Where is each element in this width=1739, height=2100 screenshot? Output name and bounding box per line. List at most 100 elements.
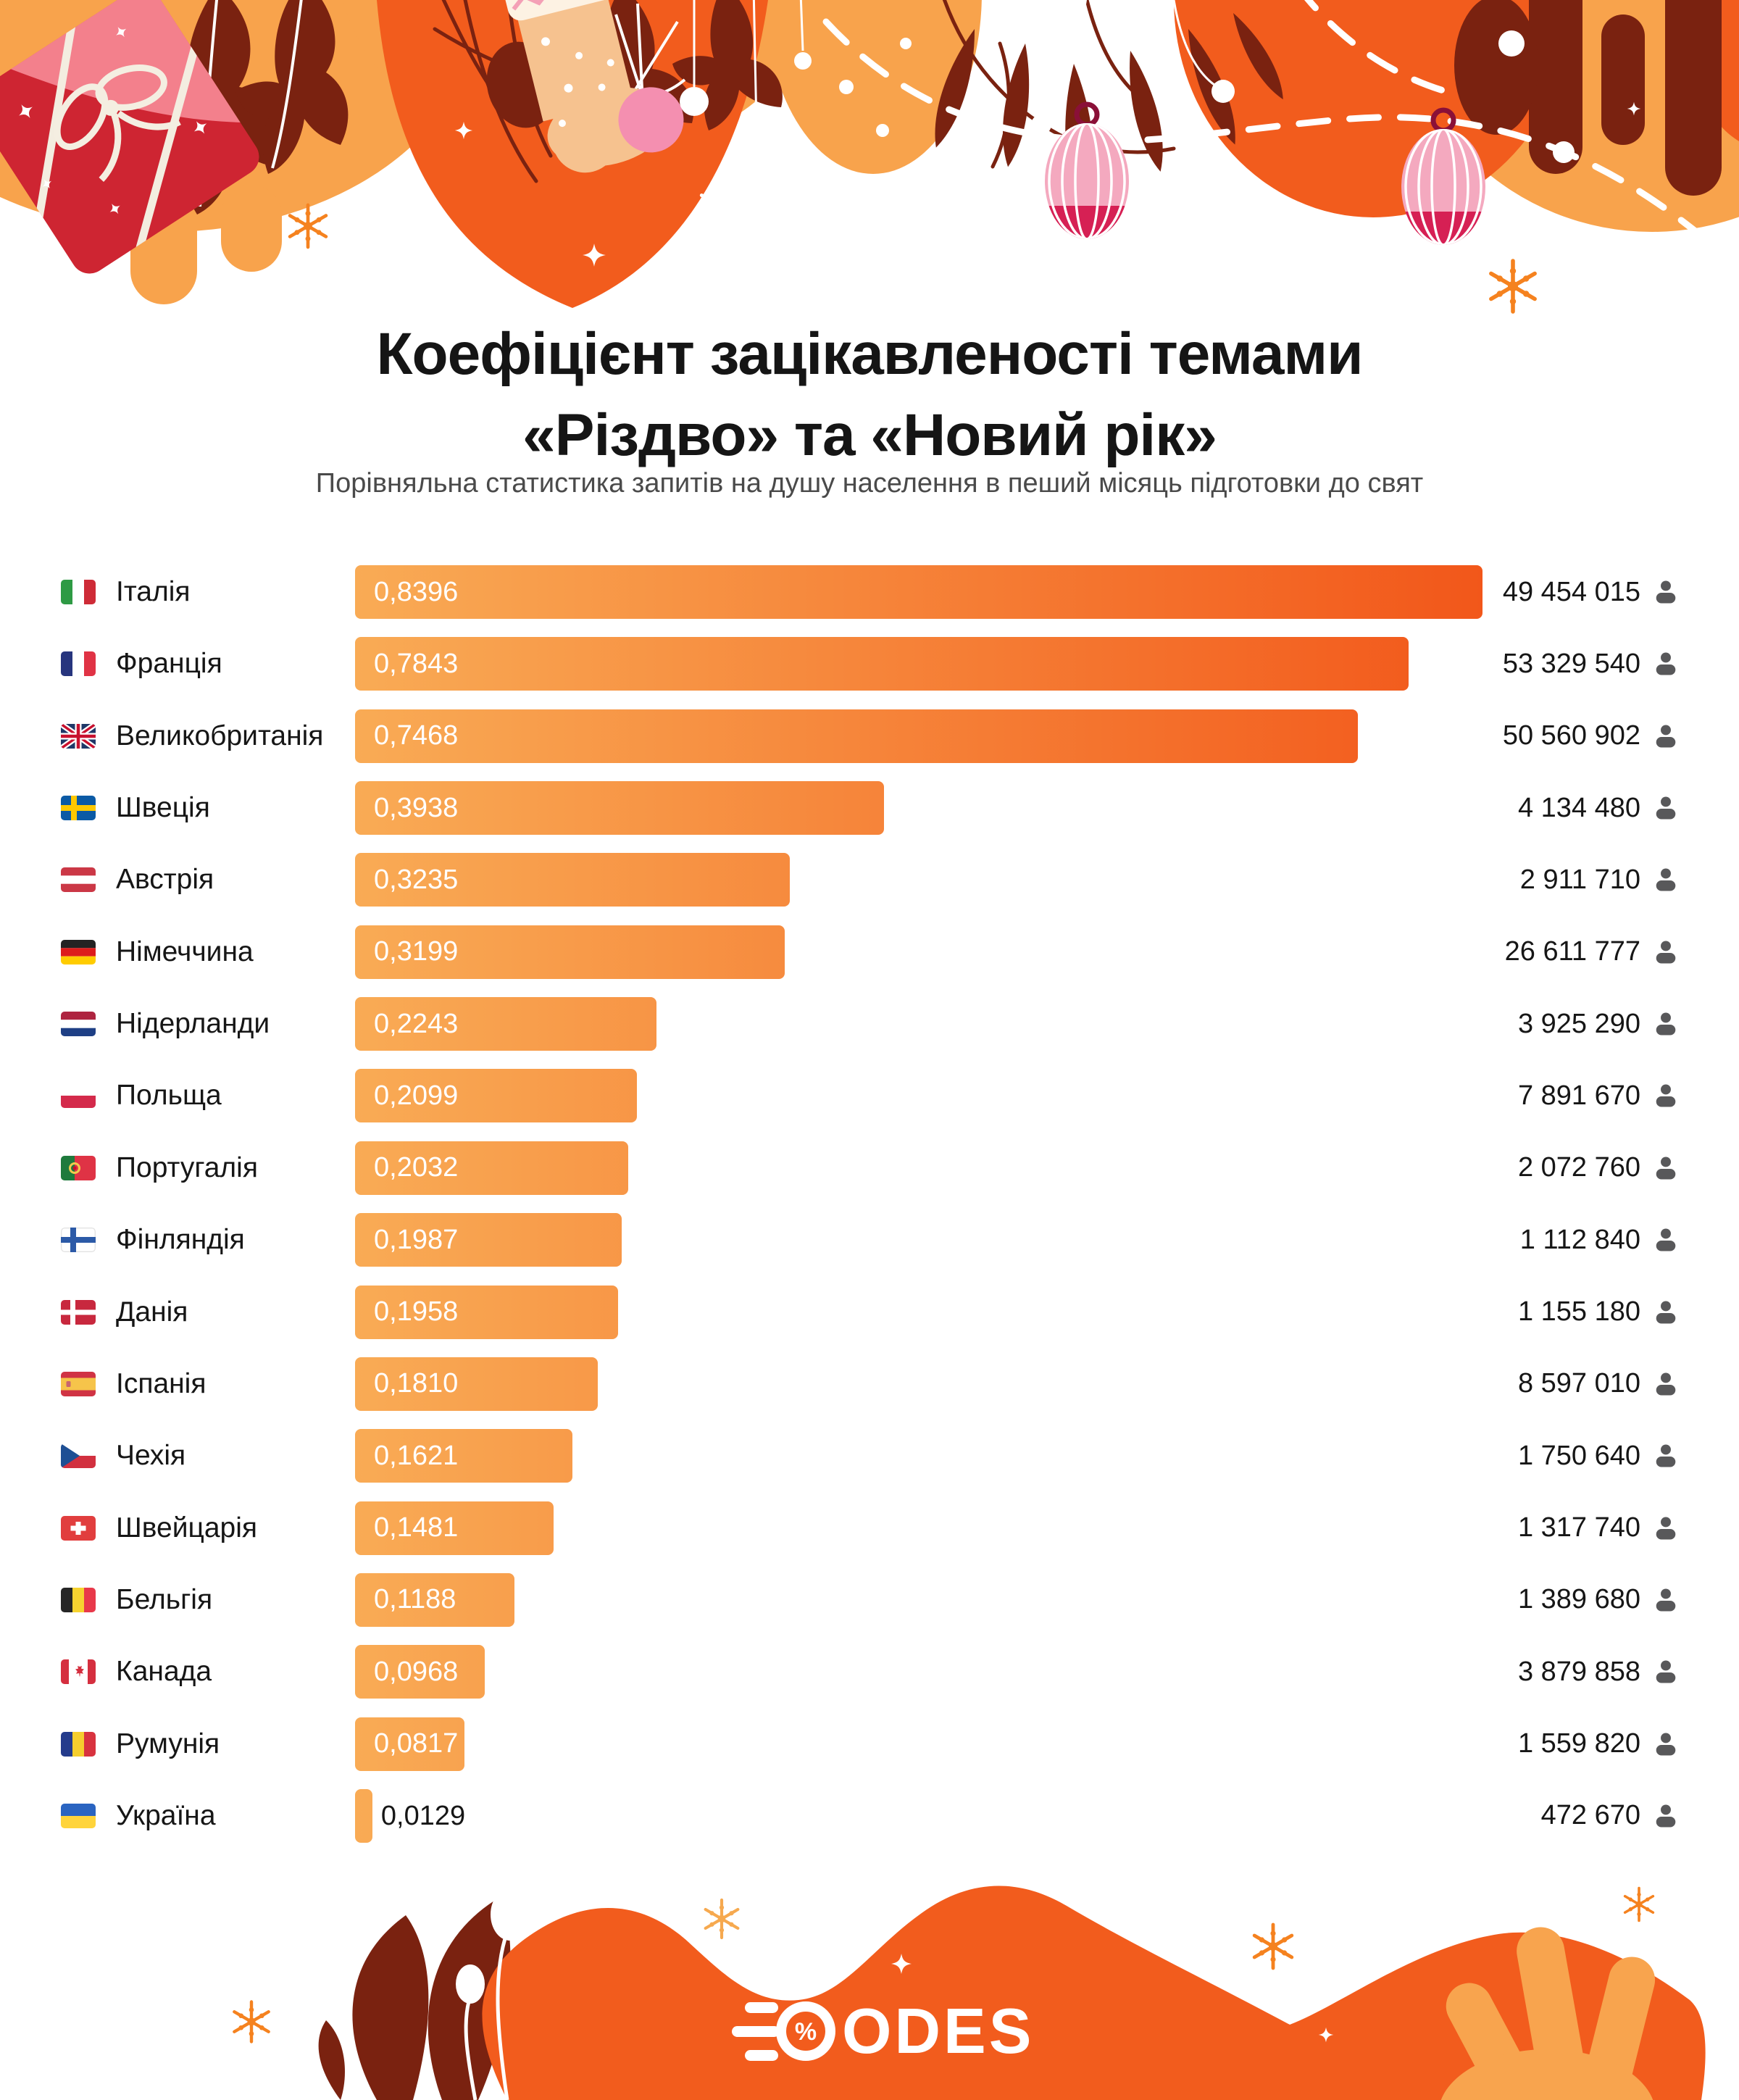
population-value: 53 329 540	[1502, 648, 1640, 679]
population-cell: 26 611 777	[1505, 925, 1688, 979]
person-icon	[1652, 866, 1680, 893]
logo-speed-lines	[732, 2002, 780, 2061]
ca-flag-icon	[61, 1659, 96, 1685]
de-flag-icon	[61, 939, 96, 964]
population-value: 2 911 710	[1519, 864, 1640, 895]
logo-percent: %	[795, 2018, 817, 2046]
sprig-icon	[456, 1888, 530, 2100]
value-bar: 0,1987	[355, 1213, 622, 1267]
population-cell: 7 891 670	[1518, 1069, 1688, 1122]
value-bar: 0,1188	[355, 1572, 515, 1627]
person-icon	[1652, 1658, 1680, 1686]
bar-value-label: 0,3199	[374, 936, 459, 967]
page-title: Коефіцієнт зацікавленості темами «Різдво…	[0, 314, 1739, 476]
snowflake-icon	[1254, 1925, 1292, 1968]
bar-value-label: 0,3235	[374, 864, 459, 895]
country-label: Великобританія	[116, 720, 324, 751]
chart-row: Україна 0,0129 472 670	[61, 1788, 1688, 1843]
it-flag-icon	[61, 580, 96, 604]
population-cell: 3 925 290	[1518, 997, 1688, 1051]
person-icon	[1652, 722, 1680, 750]
person-icon	[1652, 1730, 1680, 1758]
be-flag-icon	[61, 1587, 96, 1612]
at-flag-icon	[61, 867, 96, 893]
country-label: Німеччина	[116, 936, 254, 967]
se-flag-icon	[61, 796, 96, 821]
chart-row: Польща 0,2099 7 891 670	[61, 1069, 1688, 1123]
population-cell: 1 155 180	[1518, 1286, 1688, 1339]
bar-value-label: 0,1958	[374, 1296, 459, 1327]
population-cell: 1 750 640	[1518, 1429, 1688, 1483]
chart-row: Швейцарія 0,1481 1 317 740	[61, 1501, 1688, 1555]
population-value: 1 750 640	[1517, 1440, 1640, 1471]
footer-splash	[1440, 1927, 1656, 2100]
value-bar: 0,7468	[355, 709, 1359, 763]
person-icon	[1652, 1442, 1680, 1470]
snowflake-icon	[1623, 1886, 1655, 1922]
value-bar: 0,1481	[355, 1501, 554, 1555]
value-bar: 0,1810	[355, 1357, 599, 1411]
value-bar: 0,1621	[355, 1429, 573, 1483]
population-cell: 1 112 840	[1520, 1213, 1688, 1267]
population-value: 7 891 670	[1517, 1080, 1640, 1111]
person-icon	[1652, 1082, 1680, 1109]
country-label: Португалія	[116, 1151, 258, 1183]
country-label: Нідерланди	[116, 1008, 270, 1040]
bar-value-label: 0,0968	[374, 1656, 459, 1687]
population-value: 1 389 680	[1517, 1584, 1640, 1615]
country-label: Австрія	[116, 864, 214, 896]
person-icon	[1652, 1154, 1680, 1182]
gift-icon	[0, 0, 267, 277]
population-cell: 472 670	[1541, 1789, 1688, 1843]
es-flag-icon	[61, 1371, 96, 1396]
country-label: Франція	[116, 648, 222, 680]
bauble-icon	[1045, 101, 1129, 239]
person-icon	[1652, 938, 1680, 966]
population-cell: 1 559 820	[1518, 1717, 1688, 1771]
population-cell: 2 072 760	[1518, 1141, 1688, 1195]
population-value: 8 597 010	[1517, 1368, 1640, 1399]
chart-row: Португалія 0,2032 2 072 760	[61, 1141, 1688, 1195]
population-cell: 8 597 010	[1518, 1357, 1688, 1411]
bar-value-label: 0,3938	[374, 792, 459, 823]
country-label: Швеція	[116, 792, 210, 824]
country-label: Іспанія	[116, 1367, 207, 1399]
pl-flag-icon	[61, 1083, 96, 1109]
bar-value-label: 0,1987	[374, 1224, 459, 1255]
population-value: 1 317 740	[1517, 1512, 1640, 1543]
value-bar: 0,1958	[355, 1285, 618, 1339]
person-icon	[1652, 1802, 1680, 1830]
person-icon	[1652, 650, 1680, 678]
country-label: Данія	[116, 1296, 188, 1328]
value-bar: 0,2032	[355, 1141, 628, 1195]
person-icon	[1652, 1370, 1680, 1398]
value-bar: 0,3199	[355, 925, 785, 979]
population-value: 49 454 015	[1502, 576, 1640, 607]
chart-row: Румунія 0,0817 1 559 820	[61, 1717, 1688, 1771]
header-decoration	[0, 0, 1739, 341]
person-icon	[1652, 578, 1680, 606]
country-label: Канада	[116, 1656, 212, 1688]
bar-value-label: 0,1481	[374, 1512, 459, 1543]
gb-flag-icon	[61, 723, 96, 749]
bar-value-label: 0,8396	[374, 576, 459, 607]
population-value: 4 134 480	[1517, 792, 1640, 823]
chart-row: Великобританія 0,7468 50 560 902	[61, 709, 1688, 763]
dk-flag-icon	[61, 1299, 96, 1325]
value-bar: 0,0968	[355, 1645, 485, 1699]
country-label: Чехія	[116, 1440, 186, 1472]
person-icon	[1652, 1514, 1680, 1542]
value-bar: 0,2243	[355, 997, 656, 1051]
snowflake-icon	[234, 2002, 268, 2042]
garland-dots	[680, 0, 1575, 220]
population-value: 3 925 290	[1517, 1008, 1640, 1039]
logo-text: ODES	[842, 1995, 1034, 2067]
bar-value-label: 0,1188	[374, 1584, 456, 1615]
stocking-icon	[486, 0, 684, 173]
value-bar: 0,2099	[355, 1069, 637, 1123]
bar-value-label: 0,7843	[374, 648, 459, 679]
bar-value-label: 0,2032	[374, 1152, 459, 1183]
value-bar: 0,3938	[355, 781, 884, 836]
ua-flag-icon	[61, 1803, 96, 1828]
bar-value-label: 0,1810	[374, 1368, 459, 1399]
